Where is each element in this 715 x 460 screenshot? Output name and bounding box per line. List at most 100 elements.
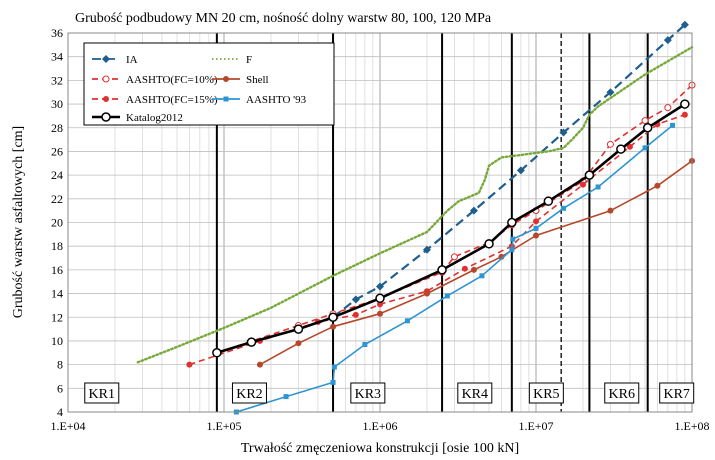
legend-label: Katalog2012 (126, 112, 183, 124)
data-point (352, 311, 359, 318)
data-point (223, 96, 229, 102)
data-point (680, 99, 690, 109)
data-point (663, 36, 672, 45)
data-point (212, 348, 222, 358)
series-f (136, 46, 694, 364)
data-point (186, 361, 193, 368)
plot-border (67, 32, 693, 413)
y-tick-label: 14 (51, 287, 63, 301)
y-tick-label: 6 (57, 381, 63, 395)
legend-box (83, 42, 335, 126)
data-point (362, 341, 368, 347)
data-point (484, 239, 494, 249)
data-point (376, 282, 384, 291)
data-point (616, 144, 626, 154)
y-axis-title: Grubość warstw asfaltowych [cm] (11, 126, 26, 318)
data-point (422, 245, 431, 254)
x-tick-label: 1.E+08 (674, 419, 709, 433)
zone-label: KR3 (355, 387, 381, 402)
y-tick-label: 24 (51, 168, 63, 182)
data-point (626, 143, 633, 150)
data-point (516, 166, 525, 175)
zone-label: KR1 (89, 387, 115, 402)
x-tick-label: 1.E+06 (362, 419, 397, 433)
data-point (256, 361, 263, 368)
y-tick-label: 30 (51, 97, 63, 111)
legend-label: AASHTO(FC=15%) (126, 94, 218, 106)
data-point (101, 112, 111, 122)
data-point (375, 293, 385, 304)
legend-label: Shell (246, 74, 269, 86)
data-point (293, 324, 304, 334)
data-point (509, 247, 515, 253)
chart-title: Grubość podbudowy MN 20 cm, nośność doln… (75, 11, 492, 26)
legend-item-shell: Shell (212, 74, 269, 86)
data-point (103, 96, 109, 102)
x-tick-label: 1.E+07 (518, 419, 553, 433)
zone-label-box (350, 382, 386, 404)
series-aashto-93 (233, 122, 676, 415)
data-point (606, 88, 615, 97)
axis-ticks: 1.E+04 1.E+05 1.E+06 1.E+07 1.E+08 4 6 8 10 12 14 1… (50, 26, 709, 433)
zone-label: KR2 (236, 387, 262, 402)
series-line (136, 46, 694, 364)
legend: IA F AASHTO(FC=10%) Shell AASHTO(FC=15%) AASH… (83, 42, 335, 126)
x-axis-title: Trwałość zmęczeniowa konstrukcji [osie 1… (241, 441, 519, 456)
data-point (533, 232, 539, 239)
x-tick-label: 1.E+04 (50, 419, 85, 433)
zone-label: KR4 (462, 387, 488, 402)
data-point (507, 217, 517, 228)
data-point (533, 218, 539, 225)
zone-label-box (457, 382, 493, 404)
legend-item-aashto-fc-10: AASHTO(FC=10%) (92, 74, 218, 86)
zone-label-box (528, 382, 564, 404)
data-point (246, 337, 257, 347)
data-point (559, 128, 568, 137)
y-tick-label: 34 (51, 50, 63, 64)
data-point (283, 394, 289, 400)
legend-item-ia: IA (92, 54, 138, 66)
legend-item-aashto-fc-15: AASHTO(FC=15%) (92, 94, 218, 106)
data-point (437, 265, 447, 275)
y-tick-label: 10 (51, 334, 63, 348)
y-tick-label: 22 (51, 192, 63, 206)
data-point (670, 122, 676, 128)
y-tick-label: 20 (51, 216, 63, 230)
series-group (136, 20, 696, 415)
data-point (330, 323, 337, 330)
data-point (295, 340, 302, 347)
data-point (681, 111, 688, 118)
zone-labels: KR1 KR2 KR3 KR4 KR5 KR6 KR7 (84, 382, 695, 404)
data-point (469, 206, 478, 215)
data-point (642, 145, 648, 151)
zone-label: KR6 (609, 387, 635, 402)
data-point (595, 184, 601, 190)
data-point (654, 182, 661, 189)
data-point (102, 75, 110, 83)
y-tick-label: 26 (51, 144, 63, 158)
legend-label: AASHTO(FC=10%) (126, 74, 218, 86)
data-point (330, 379, 336, 385)
series-katalog2012 (212, 99, 690, 358)
zone-label-box (231, 382, 267, 404)
y-tick-label: 4 (57, 405, 63, 419)
data-point (479, 273, 485, 279)
legend-item-aashto-93: AASHTO '93 (212, 94, 307, 106)
legend-label: F (246, 54, 252, 66)
series-line (332, 23, 686, 319)
zone-label-box (604, 382, 640, 404)
data-point (533, 225, 539, 231)
data-point (680, 20, 689, 29)
zone-label: KR7 (663, 387, 689, 402)
legend-label: IA (126, 54, 138, 66)
y-tick-label: 36 (51, 26, 63, 40)
data-point (579, 181, 586, 188)
y-tick-label: 32 (51, 73, 63, 87)
legend-label: AASHTO '93 (246, 94, 307, 106)
data-point (461, 265, 468, 272)
data-point (641, 117, 649, 125)
data-point (331, 364, 337, 370)
zone-label: KR5 (533, 387, 559, 402)
data-point (510, 236, 516, 242)
